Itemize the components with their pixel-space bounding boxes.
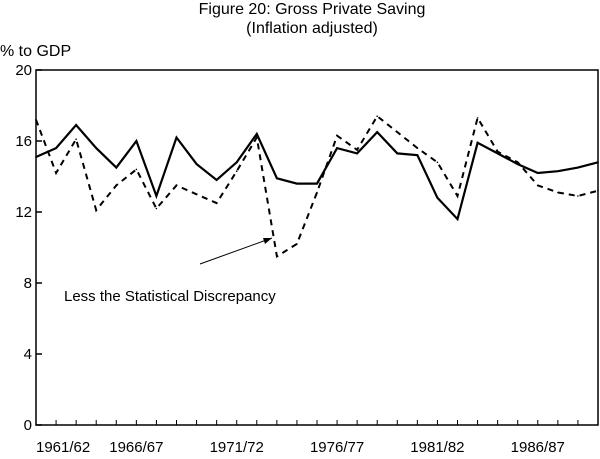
series-1-point [336, 134, 338, 137]
series-0-point [436, 197, 439, 199]
series-1-point [55, 172, 57, 174]
series-0-point [537, 172, 539, 174]
series-0-point [296, 182, 298, 185]
series-0-point [35, 156, 37, 158]
annotation-label: Less the Statistical Discrepancy [64, 288, 276, 305]
series-0-point [75, 124, 77, 126]
series-0-point [456, 218, 459, 220]
y-tick-label: 8 [24, 275, 32, 292]
series-1-point [476, 117, 479, 119]
series-line-solid [35, 123, 599, 222]
series-1-point [195, 193, 198, 196]
y-axis-label: % to GDP [0, 43, 71, 60]
series-0-point [95, 147, 97, 149]
series-1-point [95, 209, 97, 211]
y-tick-label: 16 [15, 133, 32, 150]
x-tick-label: 1971/72 [210, 439, 264, 456]
series-0-point [235, 161, 238, 164]
y-tick-label: 12 [15, 204, 32, 221]
series-1-point [235, 170, 238, 172]
series-0-point [557, 170, 559, 172]
chart-title: Figure 20: Gross Private Saving [199, 1, 426, 18]
annotation-arrow [199, 237, 273, 265]
x-tick-label: 1961/62 [36, 439, 90, 456]
series-0-point [396, 152, 399, 155]
series-0-point [175, 136, 178, 139]
series-0-point [195, 163, 198, 165]
series-0-point [416, 154, 419, 156]
series-0-point [115, 166, 118, 169]
series-0-point [356, 152, 358, 155]
series-1-point [396, 131, 399, 133]
series-0-point [376, 131, 379, 133]
series-line-dashed [35, 114, 599, 259]
series-0-point [476, 142, 479, 144]
series-1-point [316, 191, 318, 194]
series-1-point [255, 136, 258, 139]
series-1-point [496, 150, 499, 153]
series-1-point [276, 255, 278, 258]
x-tick-label: 1966/67 [109, 439, 163, 456]
series-1-point [537, 184, 539, 187]
series-1-point [557, 191, 559, 194]
series-0-point [135, 140, 138, 142]
series-1-point [456, 195, 459, 197]
chart-subtitle: (Inflation adjusted) [246, 20, 378, 37]
plot-frame [35, 69, 599, 426]
series-1-point [215, 202, 218, 204]
series-1-point [175, 184, 178, 187]
series-1-point [135, 168, 138, 171]
x-tick-label: 1976/77 [310, 439, 364, 456]
y-tick-label: 4 [24, 346, 32, 363]
series-0-point [336, 147, 338, 149]
series-1-point [75, 138, 77, 140]
series-1-point [115, 184, 118, 187]
series-0-point [316, 182, 318, 185]
series-1-point [376, 115, 379, 117]
series-1-point [356, 149, 358, 151]
series-1-point [296, 243, 298, 245]
series-1-point [597, 189, 599, 192]
series-0-point [597, 161, 599, 164]
x-tick-label: 1986/87 [511, 439, 565, 456]
series-0-point [496, 152, 499, 155]
series-0-point [577, 166, 579, 169]
x-tick-label: 1981/82 [410, 439, 464, 456]
series-0-point [255, 133, 258, 135]
series-1-point [436, 161, 439, 164]
series-1-point [516, 161, 519, 164]
y-tick-label: 20 [15, 62, 32, 79]
annotation-arrowhead [263, 238, 272, 244]
series-0-point [276, 177, 278, 180]
series-0-point [55, 147, 57, 149]
series-1-point [416, 147, 419, 149]
series-0-point [155, 195, 158, 197]
y-tick-label: 0 [24, 417, 32, 434]
series-1-point [577, 195, 579, 197]
series-0-point [215, 179, 218, 181]
series-1-point [35, 118, 37, 121]
series-1-point [155, 207, 158, 210]
